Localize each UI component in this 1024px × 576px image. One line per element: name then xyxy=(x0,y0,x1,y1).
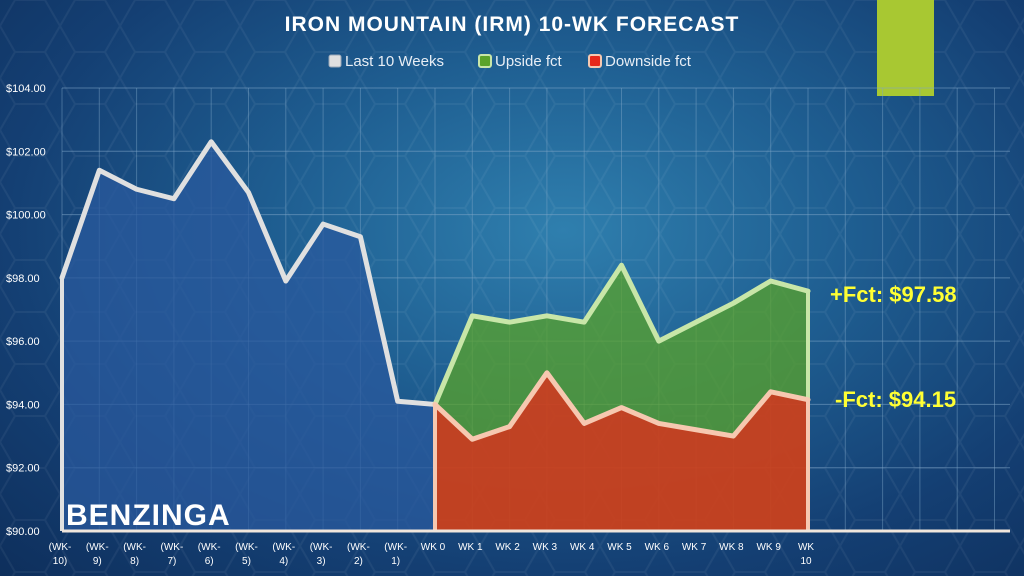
legend-swatch-upside xyxy=(478,54,492,68)
point-upside-fct xyxy=(656,339,661,344)
y-tick-label: $92.00 xyxy=(6,463,40,475)
point-last-10-weeks xyxy=(171,196,176,201)
y-tick-label: $100.00 xyxy=(6,210,46,222)
point-upside-fct xyxy=(470,313,475,318)
x-tick-label: (WK-9) xyxy=(86,542,109,567)
upside-forecast-annotation: +Fct: $97.58 xyxy=(830,282,957,307)
point-upside-fct xyxy=(619,263,624,268)
y-tick-label: $98.00 xyxy=(6,273,40,285)
point-downside-fct xyxy=(731,434,736,439)
y-tick-label: $104.00 xyxy=(6,83,46,95)
x-tick-label: (WK-10) xyxy=(49,542,72,567)
legend-item-downside: Downside fct xyxy=(588,53,692,70)
point-downside-fct xyxy=(544,370,549,375)
point-last-10-weeks xyxy=(321,222,326,227)
x-tick-label: WK 7 xyxy=(682,542,707,553)
point-upside-fct xyxy=(694,320,699,325)
legend-label-upside: Upside fct xyxy=(495,53,563,70)
x-axis-ticks: (WK-10) (WK-9) (WK-8) (WK-7) (WK-6) (WK-5) (WK… xyxy=(49,542,815,567)
x-tick-label: WK 6 xyxy=(645,542,670,553)
x-tick-label: (WK-6) xyxy=(198,542,221,567)
y-tick-label: $102.00 xyxy=(6,146,46,158)
legend-swatch-downside xyxy=(588,54,602,68)
y-tick-label: $96.00 xyxy=(6,336,40,348)
y-tick-label: $94.00 xyxy=(6,399,40,411)
x-tick-label: WK 4 xyxy=(570,542,595,553)
legend-item-last-10-weeks: Last 10 Weeks xyxy=(328,53,444,70)
legend-item-upside: Upside fct xyxy=(478,53,563,70)
x-tick-label: WK 1 xyxy=(458,542,483,553)
legend-swatch-last-10-weeks xyxy=(328,54,342,68)
point-last-10-weeks xyxy=(395,399,400,404)
point-last-10-weeks xyxy=(283,279,288,284)
area-downside-fct xyxy=(435,372,808,531)
x-tick-label: (WK-8) xyxy=(123,542,146,567)
point-last-10-weeks xyxy=(134,187,139,192)
point-last-10-weeks xyxy=(358,234,363,239)
point-upside-fct xyxy=(806,289,810,294)
legend-label-downside: Downside fct xyxy=(605,53,692,70)
x-tick-label: (WK-4) xyxy=(272,542,295,567)
x-tick-label: WK 8 xyxy=(719,542,744,553)
x-tick-label: WK 9 xyxy=(756,542,781,553)
x-tick-label: WK 5 xyxy=(607,542,632,553)
x-tick-label: WK 10 xyxy=(798,542,814,567)
point-last-10-weeks xyxy=(209,139,214,144)
series-lines xyxy=(59,139,1010,533)
point-downside-fct xyxy=(619,405,624,410)
point-downside-fct xyxy=(768,389,773,394)
point-upside-fct xyxy=(582,320,587,325)
point-last-10-weeks xyxy=(60,275,64,280)
x-tick-label: (WK-5) xyxy=(235,542,258,567)
point-downside-fct xyxy=(582,421,587,426)
point-last-10-weeks xyxy=(97,168,102,173)
y-axis-ticks: $90.00 $92.00 $94.00 $96.00 $98.00 $100.00 $10… xyxy=(6,83,46,538)
point-upside-fct xyxy=(731,301,736,306)
accent-block xyxy=(877,0,934,96)
x-tick-label: WK 3 xyxy=(533,542,558,553)
y-tick-label: $90.00 xyxy=(6,526,40,538)
benzinga-logo: BENZINGA xyxy=(66,499,231,532)
x-tick-label: (WK-2) xyxy=(347,542,370,567)
point-downside-fct xyxy=(470,437,475,442)
point-upside-fct xyxy=(544,313,549,318)
series-areas xyxy=(62,141,808,532)
point-downside-fct xyxy=(694,427,699,432)
x-tick-label: WK 0 xyxy=(421,542,446,553)
downside-forecast-annotation: -Fct: $94.15 xyxy=(835,387,956,412)
point-downside-fct xyxy=(433,402,437,407)
point-upside-fct xyxy=(507,320,512,325)
point-downside-fct xyxy=(806,397,810,402)
x-tick-label: WK 2 xyxy=(495,542,520,553)
point-downside-fct xyxy=(656,421,661,426)
point-last-10-weeks xyxy=(246,190,251,195)
area-last-10-weeks xyxy=(62,141,435,532)
chart-title: IRON MOUNTAIN (IRM) 10-WK FORECAST xyxy=(285,13,740,36)
legend: Last 10 Weeks Upside fct Downside fct xyxy=(328,53,692,70)
x-tick-label: (WK-7) xyxy=(161,542,184,567)
x-tick-label: (WK-3) xyxy=(310,542,333,567)
legend-label-last-10-weeks: Last 10 Weeks xyxy=(345,53,444,70)
point-downside-fct xyxy=(507,424,512,429)
x-tick-label: (WK-1) xyxy=(384,542,407,567)
point-upside-fct xyxy=(768,279,773,284)
